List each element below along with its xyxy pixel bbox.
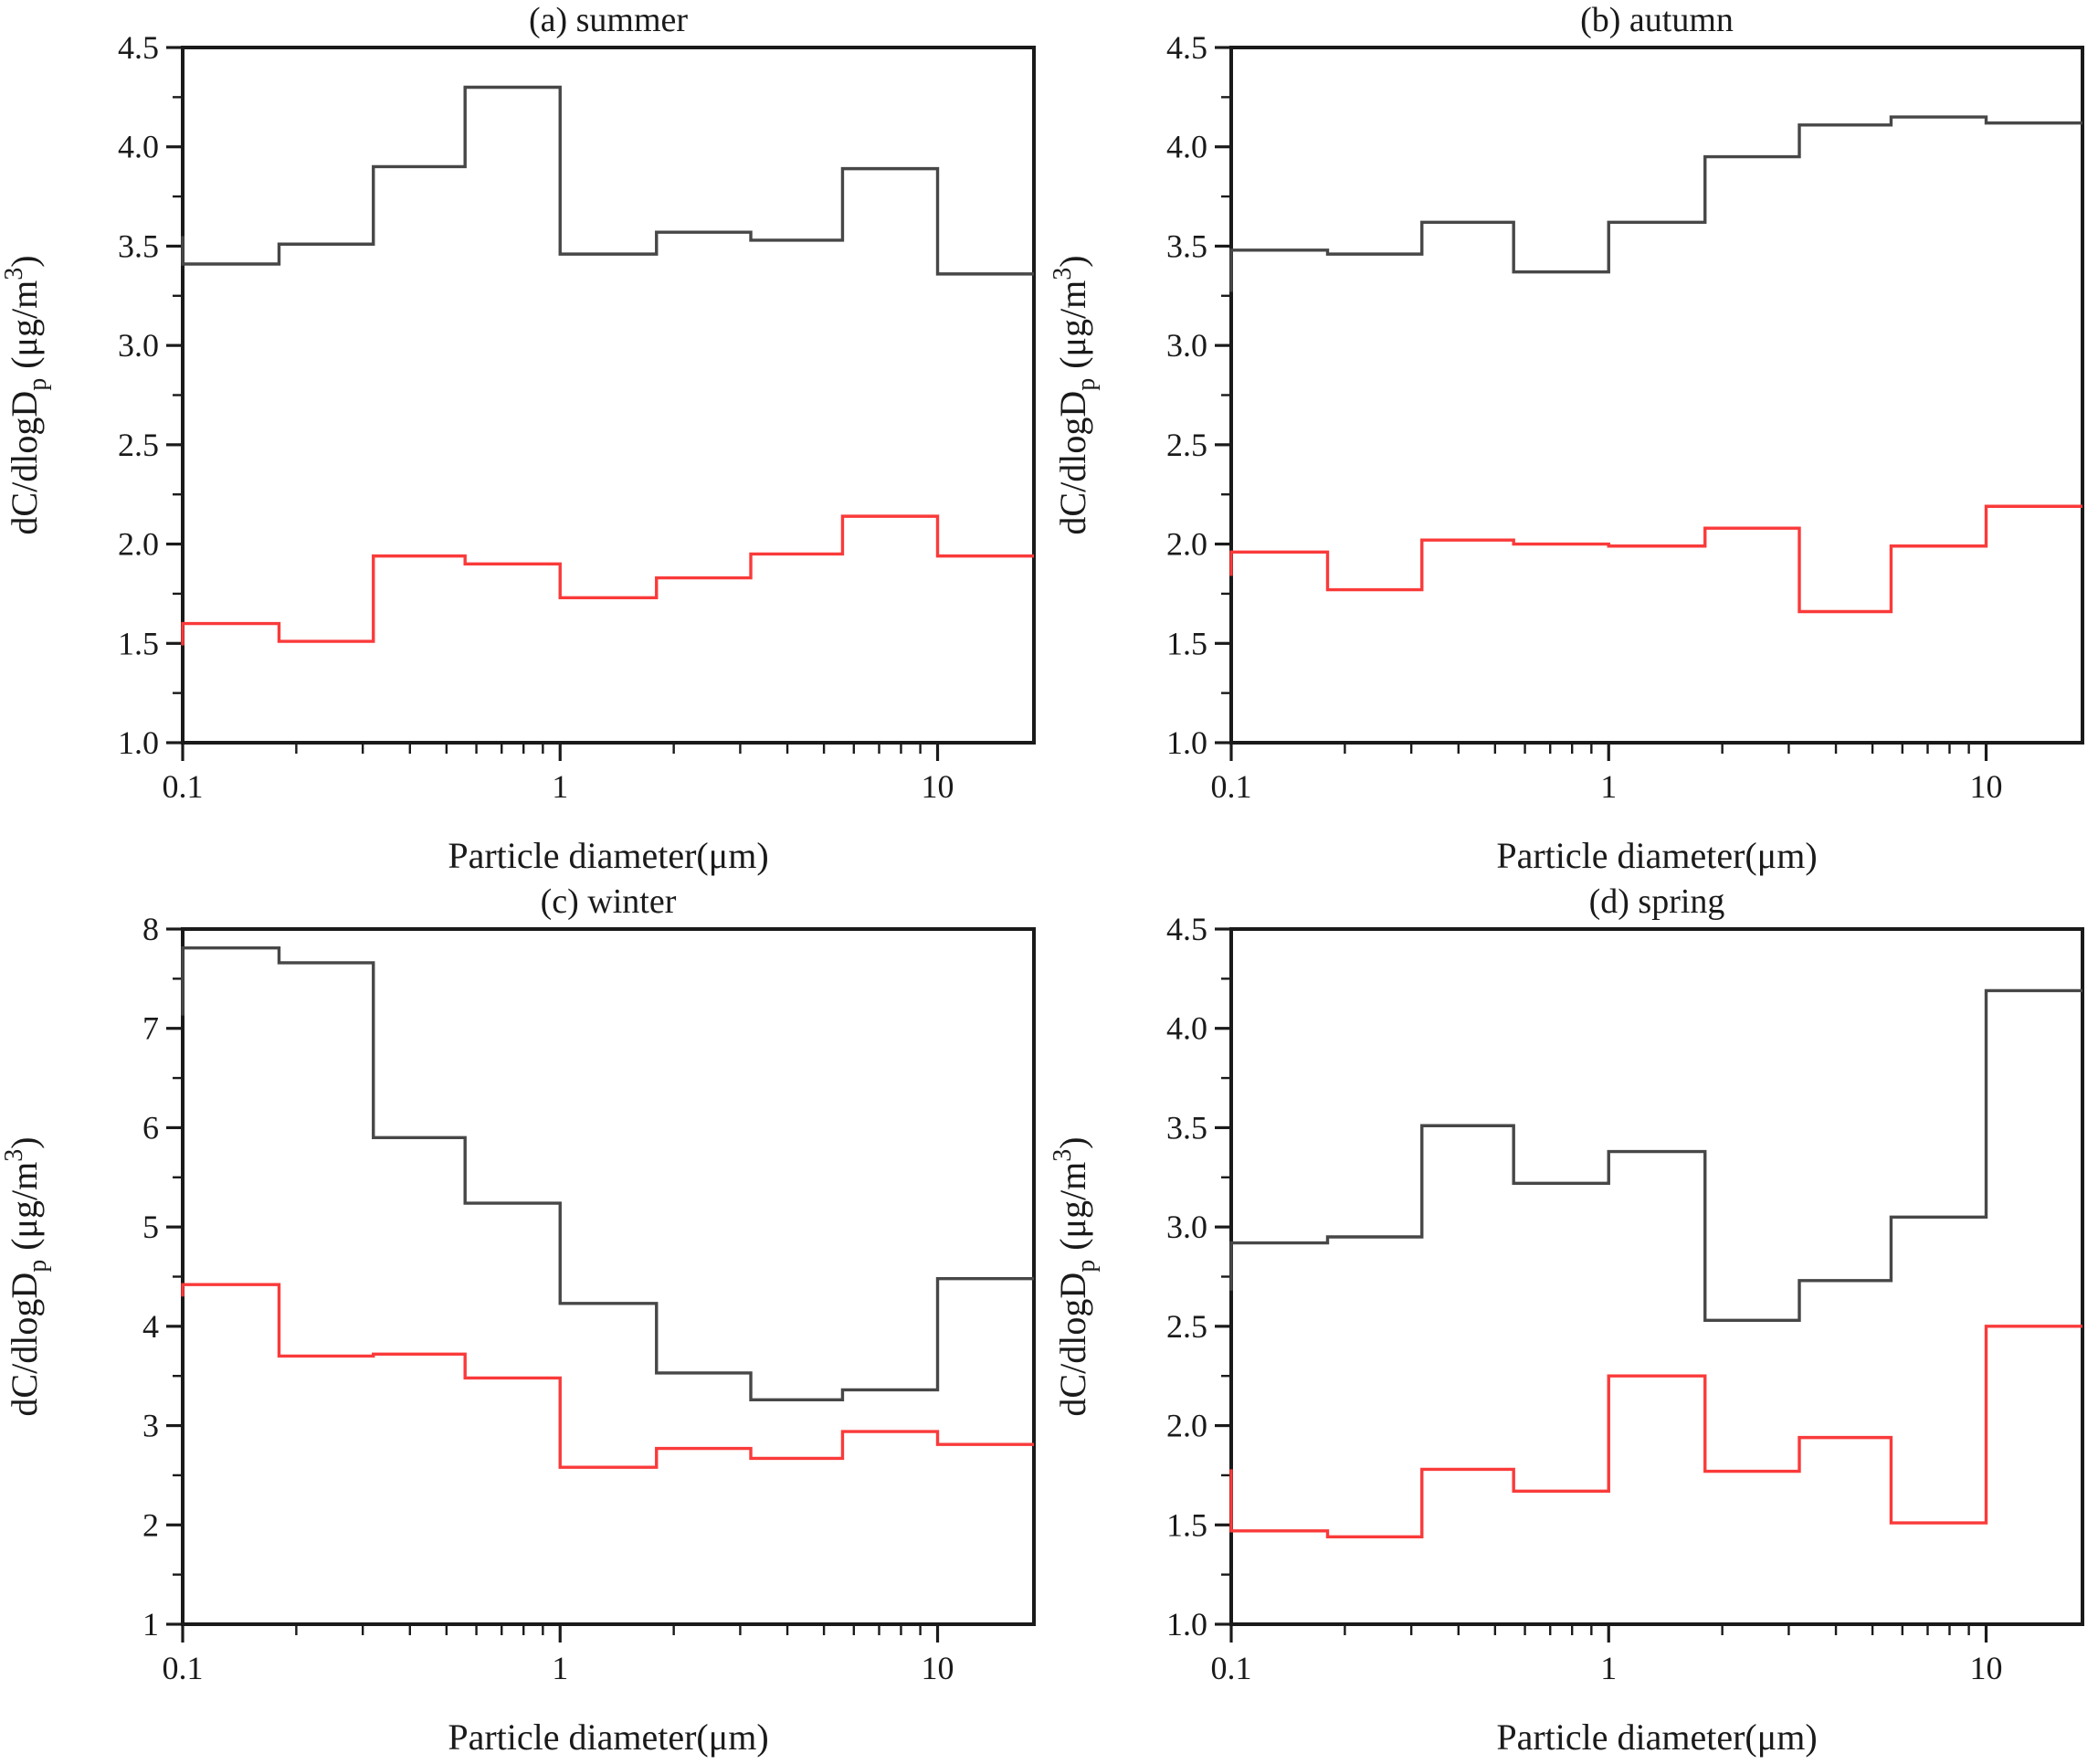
- y-tick-label: 2.0: [118, 526, 159, 563]
- plot-frame: [181, 927, 1036, 1626]
- y-axis-title: dC/dlogDp (μg/m3): [1049, 255, 1101, 534]
- series-black: [1229, 988, 2082, 1323]
- panel-winter: (c) winter 1 2 3 4 5 6 7 8 0.1 1 10 Particle diamete…: [0, 882, 1049, 1763]
- x-tick-label: 1: [552, 768, 568, 805]
- x-axis-title: Particle diameter(μm): [1496, 835, 1817, 876]
- x-tick-label: 0.1: [1211, 768, 1252, 805]
- panel-d-chart: (d) spring 1.0 1.5 2.0 2.5 3.0 3.5 4.0 4.5 0.1 1 10…: [1049, 882, 2084, 1758]
- y-tick-label: 1.0: [1166, 1606, 1207, 1643]
- y-tick-label: 2.5: [118, 427, 159, 463]
- y-tick-label: 8: [142, 911, 159, 947]
- x-tick-label: 10: [1970, 1650, 2003, 1686]
- y-axis-title: dC/dlogDp (μg/m3): [0, 255, 52, 534]
- y-tick-label: 2.5: [1166, 427, 1207, 463]
- x-tick-label: 10: [922, 1650, 954, 1686]
- y-tick-label: 4.0: [118, 129, 159, 165]
- y-tick-label: 2.0: [1166, 526, 1207, 563]
- y-tick-label: 3.0: [1166, 1209, 1207, 1245]
- y-axis-title: dC/dlogDp (μg/m3): [0, 1136, 52, 1416]
- y-tick-label: 5: [142, 1209, 159, 1245]
- series-red: [1229, 504, 2082, 614]
- x-tick-label: 10: [922, 768, 954, 805]
- y-tick-label: 2.0: [1166, 1408, 1207, 1444]
- y-axis: 1.0 1.5 2.0 2.5 3.0 3.5 4.0 4.5: [118, 29, 181, 761]
- y-tick-label: 1.0: [1166, 724, 1207, 761]
- y-tick-label: 4.5: [1166, 911, 1207, 947]
- series-black: [181, 945, 1034, 1402]
- panel-a-chart: (a) summer 1.0 1.5 2.0 2.5 3.0 3.5 4.0 4.5 0.1 1 10…: [0, 1, 1036, 876]
- y-tick-label: 3.0: [1166, 327, 1207, 364]
- y-tick-label: 2: [142, 1506, 159, 1543]
- plot-frame: [1229, 46, 2084, 745]
- series-red: [181, 1283, 1034, 1469]
- x-axis: 0.1 1 10: [163, 1626, 954, 1686]
- x-tick-label: 0.1: [1211, 1650, 1252, 1686]
- x-tick-label: 1: [1600, 1650, 1617, 1686]
- series-black: [1229, 115, 2082, 292]
- panel-title: (d) spring: [1589, 882, 1725, 921]
- y-tick-label: 4.5: [118, 29, 159, 66]
- panel-title: (a) summer: [529, 1, 688, 39]
- plot-frame: [1229, 927, 2084, 1626]
- x-axis-title: Particle diameter(μm): [1496, 1716, 1817, 1758]
- x-axis: 0.1 1 10: [163, 745, 954, 805]
- y-tick-label: 3.5: [1166, 1109, 1207, 1146]
- x-tick-label: 0.1: [163, 1650, 204, 1686]
- y-axis: 1 2 3 4 5 6 7 8: [142, 911, 181, 1643]
- series-black: [181, 85, 1034, 276]
- y-axis-title: dC/dlogDp (μg/m3): [1049, 1136, 1101, 1416]
- panel-b-chart: (b) autumn 1.0 1.5 2.0 2.5 3.0 3.5 4.0 4.5 0.1 1 10…: [1049, 1, 2084, 876]
- x-axis: 0.1 1 10: [1211, 745, 2003, 805]
- panel-autumn: (b) autumn 1.0 1.5 2.0 2.5 3.0 3.5 4.0 4.5 0.1 1 10…: [1049, 0, 2097, 882]
- y-tick-label: 4.5: [1166, 29, 1207, 66]
- y-tick-label: 4.0: [1166, 1010, 1207, 1047]
- y-tick-label: 1.5: [1166, 1506, 1207, 1543]
- y-axis: 1.0 1.5 2.0 2.5 3.0 3.5 4.0 4.5: [1166, 29, 1229, 761]
- y-tick-label: 1.0: [118, 724, 159, 761]
- x-axis-title: Particle diameter(μm): [448, 1716, 768, 1758]
- series-red: [1229, 1325, 2082, 1539]
- plot-frame: [181, 46, 1036, 745]
- panel-summer: (a) summer 1.0 1.5 2.0 2.5 3.0 3.5 4.0 4.5 0.1 1 10…: [0, 0, 1049, 882]
- y-tick-label: 1.5: [118, 625, 159, 661]
- series-red: [181, 514, 1034, 646]
- y-tick-label: 3.0: [118, 327, 159, 364]
- panel-spring: (d) spring 1.0 1.5 2.0 2.5 3.0 3.5 4.0 4.5 0.1 1 10…: [1049, 882, 2097, 1763]
- y-tick-label: 3.5: [1166, 227, 1207, 264]
- panel-title: (b) autumn: [1580, 1, 1734, 39]
- x-tick-label: 0.1: [163, 768, 204, 805]
- panel-title: (c) winter: [541, 882, 677, 921]
- y-tick-label: 4: [142, 1308, 159, 1345]
- y-tick-label: 6: [142, 1109, 159, 1146]
- y-axis: 1.0 1.5 2.0 2.5 3.0 3.5 4.0 4.5: [1166, 911, 1229, 1643]
- y-tick-label: 4.0: [1166, 129, 1207, 165]
- y-tick-label: 3.5: [118, 227, 159, 264]
- x-axis: 0.1 1 10: [1211, 1626, 2003, 1686]
- y-tick-label: 1: [142, 1606, 159, 1643]
- y-tick-label: 1.5: [1166, 625, 1207, 661]
- y-tick-label: 2.5: [1166, 1308, 1207, 1345]
- y-tick-label: 7: [142, 1010, 159, 1047]
- x-tick-label: 10: [1970, 768, 2003, 805]
- x-tick-label: 1: [552, 1650, 568, 1686]
- x-axis-title: Particle diameter(μm): [448, 835, 768, 876]
- x-tick-label: 1: [1600, 768, 1617, 805]
- y-tick-label: 3: [142, 1408, 159, 1444]
